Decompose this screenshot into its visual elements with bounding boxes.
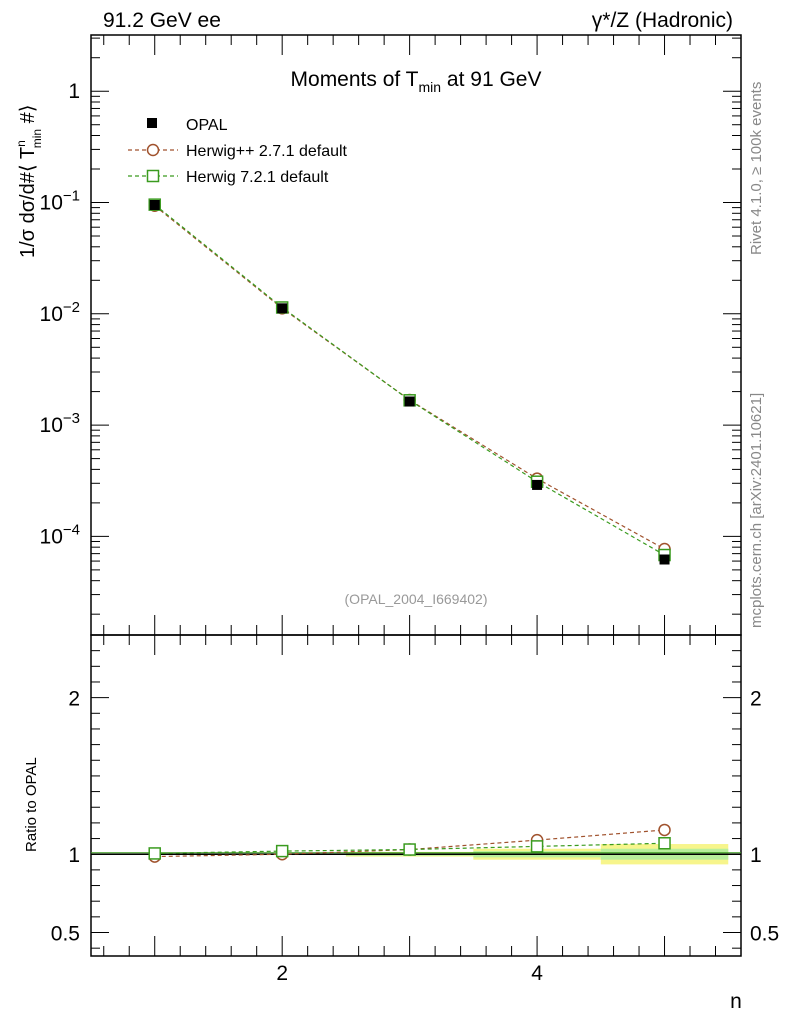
main-y-tick-label: 10−4 (40, 521, 80, 548)
ratio-axis-ticks: 2 4 0.5 0.5 1 1 2 2 (51, 635, 779, 985)
x-tick-label: 2 (276, 962, 288, 985)
legend-marker-herwigpp (146, 143, 160, 157)
ratio-y-axis-label: Ratio to OPAL (23, 757, 40, 852)
legend-marker-opal (147, 118, 157, 128)
ratio-uncertainty-bands (91, 844, 741, 865)
x-axis-label: n (730, 990, 742, 1013)
ratio-y-tick-label: 0.5 (51, 923, 80, 946)
legend-label-herwigpp: Herwig++ 2.7.1 default (186, 143, 348, 160)
ratio-point-series-1 (403, 843, 416, 856)
mcplots-label: mcplots.cern.ch [arXiv:2401.10621] (748, 393, 765, 628)
main-series-line-1 (154, 205, 665, 550)
rivet-label: Rivet 4.1.0, ≥ 100k events (748, 82, 765, 255)
plot-title: Moments of Tmin at 91 GeV (291, 68, 542, 95)
ratio-y-tick-label-right: 0.5 (750, 923, 779, 946)
main-point-series-0 (277, 303, 288, 314)
ratio-plot-frame (90, 634, 742, 957)
x-tick-label: 4 (531, 962, 543, 985)
main-series (148, 198, 671, 565)
main-point-series-0 (532, 479, 543, 490)
ratio-point-series-1 (658, 837, 671, 850)
legend-label-opal: OPAL (186, 117, 228, 134)
main-point-series-0 (659, 554, 670, 565)
ratio-y-tick-label-right: 2 (750, 688, 762, 711)
main-point-series-0 (149, 199, 160, 210)
ratio-y-tick-label-right: 1 (750, 844, 762, 867)
legend-label-herwig7: Herwig 7.2.1 default (186, 169, 329, 186)
ratio-point-series-1 (530, 840, 544, 853)
legend-marker-herwig7 (146, 169, 160, 183)
main-y-tick-label: 10−1 (40, 188, 80, 215)
main-point-series-0 (404, 396, 415, 407)
main-axis-ticks: 1 10−1 10−2 10−3 10−4 (40, 35, 741, 635)
ratio-point-series-0 (658, 823, 671, 837)
legend: OPAL Herwig++ 2.7.1 default Herwig 7.2.1… (128, 117, 348, 186)
main-y-axis-label: 1/σ dσ/d#⟨ Tn min #⟩ (14, 104, 44, 258)
analysis-watermark: (OPAL_2004_I669402) (345, 591, 488, 607)
main-y-tick-label: 10−2 (40, 299, 80, 326)
main-series-line-2 (154, 204, 665, 556)
ratio-y-tick-label: 1 (68, 844, 80, 867)
ratio-point-series-1 (275, 844, 289, 858)
header-right: γ*/Z (Hadronic) (592, 9, 733, 32)
ratio-y-tick-label: 2 (68, 688, 80, 711)
ratio-series (148, 823, 671, 863)
ratio-point-series-1 (148, 847, 161, 860)
main-y-tick-label: 10−3 (40, 410, 80, 437)
header-left: 91.2 GeV ee (103, 9, 221, 32)
main-y-tick-label: 1 (68, 80, 80, 103)
